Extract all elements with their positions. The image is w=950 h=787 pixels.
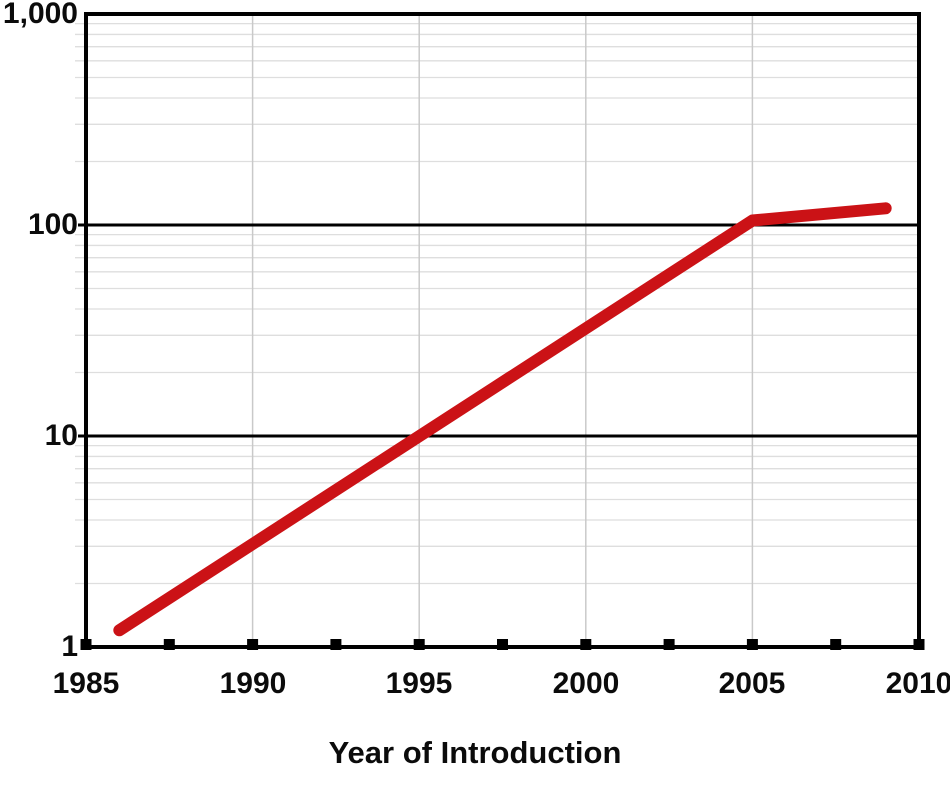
x-axis-title: Year of Introduction — [328, 735, 622, 770]
y-tick-label-1000: 1,000 — [2, 0, 78, 30]
vertical-gridlines — [251, 14, 754, 647]
x-axis-tick-squares — [80, 639, 925, 650]
x-tick-label-1990: 1990 — [219, 667, 287, 700]
x-tick-label-2000: 2000 — [552, 667, 620, 700]
x-tick-label-2005: 2005 — [718, 667, 786, 700]
plot-border — [84, 12, 921, 649]
y-tick-label-10: 10 — [44, 419, 78, 452]
minor-gridlines — [75, 23, 919, 585]
x-tick-label-1995: 1995 — [385, 667, 453, 700]
x-tick-label-1985: 1985 — [52, 667, 120, 700]
major-gridlines — [78, 223, 919, 438]
x-tick-label-2010: 2010 — [885, 667, 950, 700]
y-tick-label-1: 1 — [61, 630, 78, 663]
series-red-trend-line — [113, 202, 892, 637]
y-tick-label-100: 100 — [27, 208, 78, 241]
